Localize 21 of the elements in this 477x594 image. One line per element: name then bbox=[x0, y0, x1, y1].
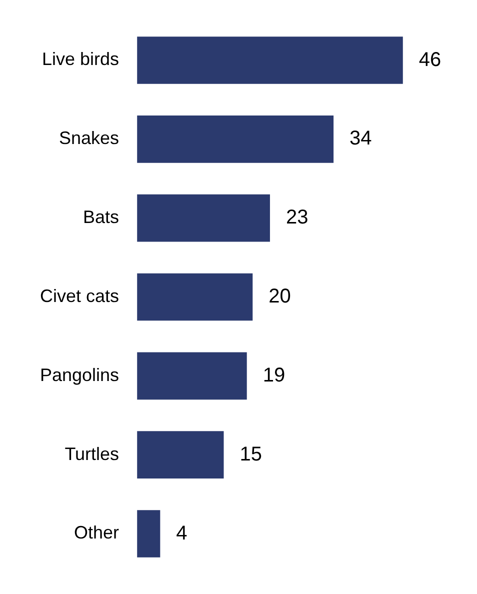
data-label: 34 bbox=[350, 128, 372, 150]
data-label: 15 bbox=[240, 443, 262, 466]
bar bbox=[137, 115, 334, 163]
bar bbox=[137, 194, 270, 242]
bar bbox=[137, 352, 247, 400]
y-tick-label: Pangolins bbox=[40, 364, 120, 385]
data-label: 20 bbox=[268, 286, 291, 308]
bar bbox=[137, 36, 403, 84]
bar bbox=[137, 510, 160, 558]
data-label: 23 bbox=[286, 206, 308, 229]
y-tick-label: Civet cats bbox=[40, 286, 120, 306]
bar bbox=[137, 431, 224, 479]
data-label: 19 bbox=[262, 364, 286, 386]
y-tick-label: Other bbox=[74, 522, 120, 543]
y-tick-label: Live birds bbox=[42, 49, 120, 70]
data-label: 46 bbox=[418, 48, 442, 71]
y-tick-label: Bats bbox=[83, 207, 120, 228]
y-tick-label: Turtles bbox=[64, 444, 120, 464]
bar bbox=[137, 273, 253, 321]
data-label: 4 bbox=[176, 522, 188, 544]
y-tick-label: Snakes bbox=[59, 128, 120, 148]
